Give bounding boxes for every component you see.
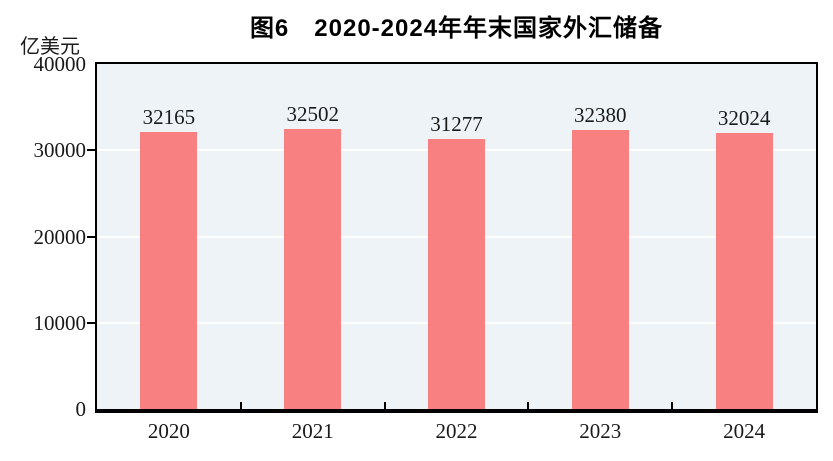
bar-value-label: 32502 <box>286 101 339 126</box>
x-tick-label: 2023 <box>579 419 622 443</box>
y-axis-tick <box>87 149 95 152</box>
bar <box>715 132 773 409</box>
plot-area <box>95 62 818 413</box>
y-tick-label: 30000 <box>33 138 87 163</box>
x-axis-tick <box>671 402 674 409</box>
x-tick-label: 2022 <box>435 419 478 443</box>
y-tick-label: 10000 <box>33 310 87 335</box>
y-axis-tick <box>87 235 95 238</box>
bar <box>428 139 485 409</box>
y-tick-label: 0 <box>75 397 87 421</box>
x-tick-label: 2020 <box>147 419 190 443</box>
x-tick-label: 2021 <box>291 419 334 443</box>
y-tick-label: 20000 <box>33 224 87 249</box>
bar-value-label: 32024 <box>717 105 771 130</box>
bar <box>284 128 342 409</box>
x-axis-tick <box>527 402 530 409</box>
bar-value-label: 32165 <box>142 104 196 129</box>
chart-title: 图6 2020-2024年年末国家外汇储备 <box>249 15 664 42</box>
bar-value-label: 31277 <box>430 112 483 137</box>
y-axis-unit-label: 亿美元 <box>20 36 80 58</box>
x-axis-tick <box>383 402 386 409</box>
bar <box>140 131 198 409</box>
y-tick-label: 40000 <box>33 52 87 76</box>
bar <box>571 129 629 409</box>
y-axis-tick <box>87 321 95 324</box>
x-tick-label: 2024 <box>723 419 766 443</box>
x-axis-tick <box>239 402 242 409</box>
bar-value-label: 32380 <box>574 102 627 127</box>
